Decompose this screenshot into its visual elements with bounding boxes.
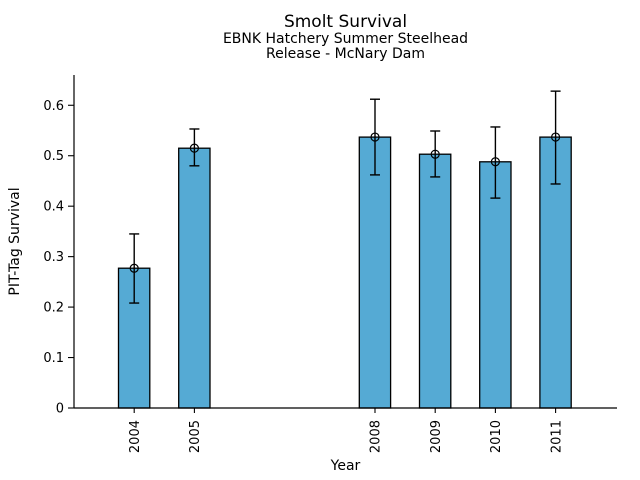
marker-2009 [430, 149, 440, 159]
marker-2008 [370, 132, 380, 142]
bar-2008 [358, 136, 392, 409]
y-tick-label-0.2: 0.2 [43, 301, 64, 316]
x-tick-label-2005: 2005 [188, 420, 203, 453]
x-tick-label-2009: 2009 [429, 420, 444, 453]
y-tick-label-0.1: 0.1 [43, 351, 64, 366]
y-tick-label-0: 0 [56, 402, 64, 417]
chart-header: Smolt Survival EBNK Hatchery Summer Stee… [74, 12, 617, 62]
x-axis-label: Year [330, 458, 361, 474]
y-tick-label-0.5: 0.5 [43, 149, 64, 164]
chart-subtitle-line2: Release - McNary Dam [266, 46, 425, 62]
bar-2009 [418, 153, 452, 409]
x-tick-label-2004: 2004 [128, 420, 143, 453]
bar-2010 [479, 161, 512, 409]
marker-2011 [550, 132, 561, 142]
y-tick-label-0.6: 0.6 [43, 99, 64, 114]
x-tick-label-2008: 2008 [369, 420, 384, 453]
y-tick-label-0.3: 0.3 [43, 250, 64, 265]
chart-title: Smolt Survival [283, 12, 408, 32]
chart-subtitle-line1: EBNK Hatchery Summer Steelhead [222, 31, 469, 47]
x-tick-label-2010: 2010 [489, 420, 504, 453]
x-tick-label-2011: 2011 [549, 420, 564, 453]
marker-2010 [490, 157, 500, 167]
bar-2005 [178, 147, 211, 409]
marker-2005 [189, 143, 199, 153]
marker-2004 [129, 263, 139, 273]
y-axis-label: PIT-Tag Survival [7, 187, 23, 295]
y-tick-label-0.4: 0.4 [43, 200, 64, 215]
